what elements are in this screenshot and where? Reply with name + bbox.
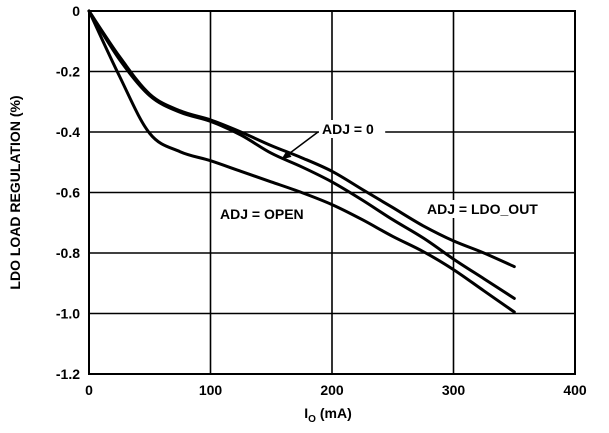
- x-axis-title-unit: (mA): [320, 405, 352, 421]
- x-tick-label: 200: [320, 382, 344, 398]
- y-tick-label: -0.6: [56, 185, 80, 201]
- y-tick-label: -1.2: [56, 366, 80, 382]
- annotation-backdrop: [424, 200, 542, 218]
- y-tick-labels: 0 -0.2 -0.4 -0.6 -0.8 -1.0 -1.2: [56, 3, 80, 382]
- annotation-adj-ldo-out: ADJ = LDO_OUT: [424, 200, 542, 218]
- y-tick-label: -0.4: [56, 124, 80, 140]
- annotation-adj-0: ADJ = 0: [281, 120, 386, 160]
- series-line-adj-0: [87, 9, 516, 300]
- y-tick-label: 0: [72, 3, 80, 19]
- annotation-adj-open: ADJ = OPEN: [220, 206, 304, 222]
- annotation-arrow: [281, 131, 319, 160]
- annotation-label: ADJ = LDO_OUT: [427, 201, 538, 217]
- y-tick-label: -0.8: [56, 245, 80, 261]
- y-tick-label: -1.0: [56, 306, 80, 322]
- plot-frame: [88, 10, 576, 375]
- annotation-label: ADJ = OPEN: [220, 206, 304, 222]
- series-layer: [87, 9, 516, 314]
- y-axis-title: LDO LOAD REGULATION (%): [7, 95, 23, 289]
- x-tick-labels: 0 100 200 300 400: [85, 382, 587, 398]
- annotation-label: ADJ = 0: [322, 121, 374, 137]
- x-tick-label: 0: [85, 382, 93, 398]
- x-tick-label: 100: [199, 382, 223, 398]
- x-tick-label: 400: [563, 382, 587, 398]
- annotations: ADJ = 0 ADJ = OPEN ADJ = LDO_OUT: [220, 120, 542, 222]
- x-axis-title-main: I: [304, 405, 308, 421]
- annotation-backdrop: [319, 120, 386, 138]
- x-axis-title: IO (mA): [304, 405, 352, 425]
- series-line-adj-open: [87, 9, 516, 314]
- x-tick-label: 300: [442, 382, 466, 398]
- x-axis-title-subscript: O: [308, 414, 316, 425]
- y-tick-label: -0.2: [56, 64, 80, 80]
- grid: [88, 10, 576, 375]
